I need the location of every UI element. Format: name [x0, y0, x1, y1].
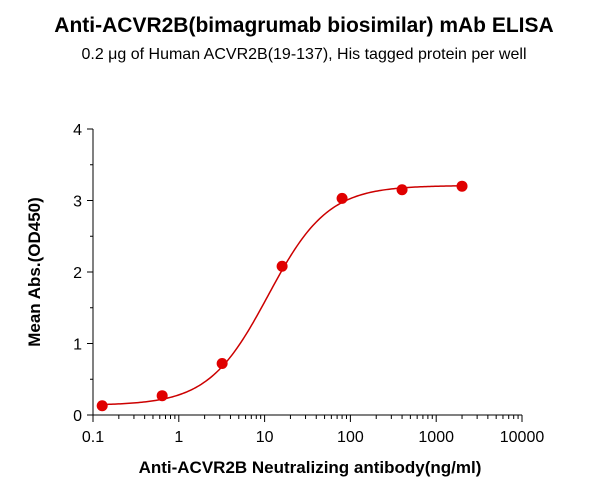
data-point	[456, 180, 468, 192]
y-tick-label: 3	[73, 194, 82, 211]
y-tick-label: 0	[73, 408, 82, 425]
data-points	[96, 180, 468, 412]
chart-title: Anti-ACVR2B(bimagrumab biosimilar) mAb E…	[54, 14, 554, 37]
y-tick-label: 2	[73, 265, 82, 282]
data-point	[96, 400, 108, 412]
x-tick-label: 1	[174, 429, 183, 446]
x-axis-label: Anti-ACVR2B Neutralizing antibody(ng/ml)	[139, 458, 482, 477]
data-point	[156, 390, 168, 402]
y-axis-label: Mean Abs.(OD450)	[25, 197, 44, 347]
y-tick-label: 1	[73, 337, 82, 354]
x-tick-label: 1000	[418, 429, 454, 446]
x-tick-label: 10000	[500, 429, 545, 446]
y-tick-label: 4	[73, 122, 82, 139]
x-tick-label: 100	[337, 429, 364, 446]
data-point	[396, 184, 408, 196]
x-tick-label: 0.1	[82, 429, 104, 446]
data-point	[276, 260, 288, 272]
data-point	[336, 192, 348, 204]
axes: 0.1 1 10 100 1000 10000 0 1 2 3 4	[73, 122, 544, 446]
fit-curve	[102, 185, 463, 406]
x-tick-label: 10	[256, 429, 274, 446]
data-point	[216, 358, 228, 370]
chart-subtitle: 0.2 μg of Human ACVR2B(19-137), His tagg…	[81, 46, 527, 63]
